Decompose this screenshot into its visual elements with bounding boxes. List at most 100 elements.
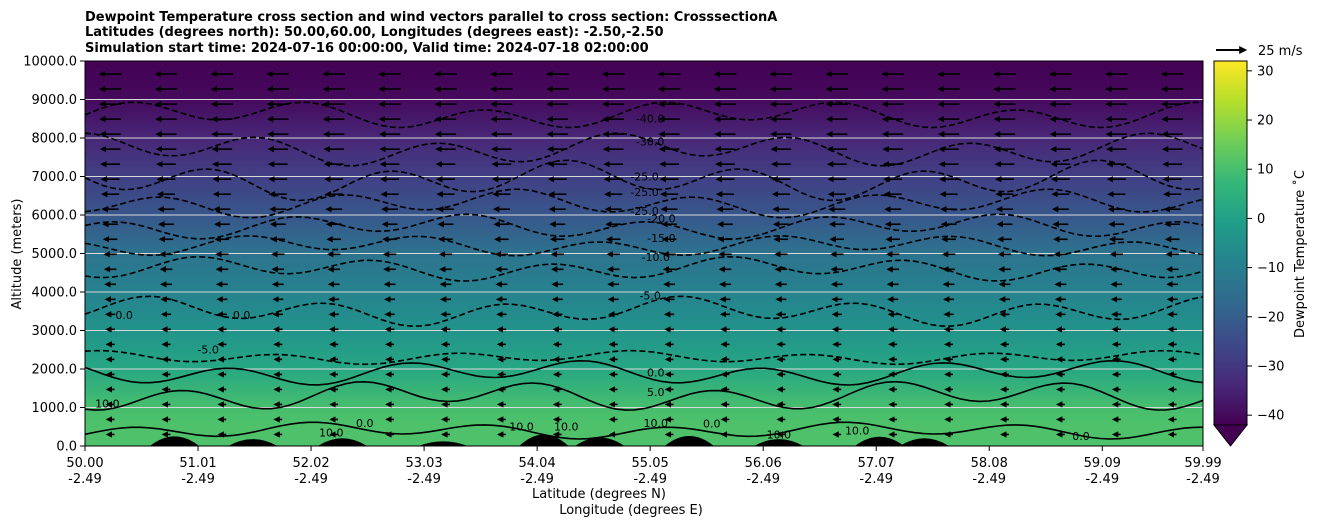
x-tick-label-longitude: -2.49: [294, 472, 328, 487]
x-tick-label-latitude: 57.07: [858, 456, 895, 471]
colorbar-label: Dewpoint Temperature ˚C: [1292, 170, 1308, 338]
gridlines: [85, 99, 1203, 408]
terrain-peak: [575, 437, 625, 446]
contour-line: [85, 132, 1203, 167]
y-tick-label: 0.0: [56, 440, 77, 455]
contour-lines: [85, 101, 1203, 440]
contour-label: 5.0: [647, 386, 665, 399]
terrain-peak: [854, 436, 905, 446]
terrain-peak: [228, 439, 278, 446]
contour-label: -40.0: [636, 113, 664, 126]
contour-label: -5.0: [639, 290, 660, 303]
contour-label: 10.0: [554, 421, 579, 434]
contour-line: [85, 255, 1203, 282]
x-tick-label-longitude: -2.49: [68, 472, 102, 487]
colorbar-ticks: −40 −30 −20 −10 0 10 20 30: [1247, 64, 1284, 424]
x-axis-label-longitude: Longitude (degrees E): [559, 503, 703, 518]
contour-label: 0.0: [703, 418, 721, 431]
chart-title-line-3: Simulation start time: 2024-07-16 00:00:…: [85, 41, 649, 56]
contour-line: [85, 213, 1203, 240]
contour-line: [85, 380, 1203, 411]
x-tick-label-latitude: 59.99: [1184, 456, 1221, 471]
contour-label: 10.0: [319, 426, 344, 439]
contour-label: -20.0: [647, 213, 675, 226]
contour-label: -25.0: [630, 170, 658, 183]
x-tick-label-longitude: -2.49: [633, 472, 667, 487]
contour-label: -5.0: [197, 344, 218, 357]
y-tick-label: 8000.0: [32, 132, 78, 147]
y-tick-label: 4000.0: [32, 286, 78, 301]
contour-line: [85, 159, 1203, 202]
contour-labels: -40.0-30.0-25.0-25.0-25.0-20.0-15.0-10.0…: [95, 113, 1090, 444]
y-tick-label: 10000.0: [23, 55, 77, 70]
wind-key-label: 25 m/s: [1258, 44, 1303, 59]
y-axis-label: Altitude (meters): [10, 199, 25, 310]
y-tick-label: 9000.0: [32, 93, 78, 108]
x-tick-label-longitude: -2.49: [972, 472, 1006, 487]
y-tick-label: 7000.0: [32, 170, 78, 185]
x-tick-label-longitude: -2.49: [407, 472, 441, 487]
colorbar-extend-min: [1212, 424, 1249, 447]
x-tick-label-latitude: 50.00: [66, 456, 103, 471]
terrain-peak: [754, 439, 804, 446]
x-tick-label-latitude: 59.09: [1084, 456, 1121, 471]
colorbar-body: [1213, 60, 1248, 426]
colorbar-tick-label: 30: [1257, 64, 1274, 79]
x-tick-label-longitude: -2.49: [859, 472, 893, 487]
contour-label: -25.0: [630, 186, 658, 199]
contour-label: -25.0: [630, 205, 658, 218]
y-tick-label: 5000.0: [32, 247, 78, 262]
colorbar-tick-label: 10: [1257, 163, 1274, 178]
colorbar-tick-label: 20: [1257, 114, 1274, 129]
x-tick-label-longitude: -2.49: [1085, 472, 1119, 487]
contour-label: 0.0: [647, 367, 665, 380]
x-tick-label-latitude: 54.04: [519, 456, 556, 471]
x-axis-ticks: 50.00-2.4951.01-2.4952.02-2.4953.03-2.49…: [66, 446, 1222, 487]
y-tick-label: 1000.0: [32, 401, 78, 416]
contour-line: [85, 421, 1203, 440]
contour-line: [85, 359, 1203, 386]
y-tick-label: 2000.0: [32, 363, 78, 378]
contour-label: 10.0: [845, 424, 870, 437]
contour-label: 10.0: [644, 417, 669, 430]
contour-label: -10.0: [642, 251, 670, 264]
x-tick-label-longitude: -2.49: [1186, 472, 1220, 487]
contour-label: -30.0: [636, 136, 664, 149]
colorbar-tick-label: −10: [1257, 261, 1284, 276]
y-tick-label: 3000.0: [32, 324, 78, 339]
terrain-peak: [418, 441, 468, 446]
contour-label: 0.0: [115, 309, 133, 322]
contour-label: 10.0: [767, 428, 792, 441]
x-tick-label-latitude: 51.01: [179, 456, 216, 471]
terrain-peak: [899, 438, 949, 446]
x-tick-label-latitude: 58.08: [971, 456, 1008, 471]
colorbar-tick-label: 0: [1257, 212, 1265, 227]
contour-line: [85, 101, 1203, 129]
terrain-peak: [317, 438, 368, 446]
colorbar-tick-label: −30: [1257, 359, 1284, 374]
y-axis-ticks: 0.0 1000.0 2000.0 3000.0 4000.0 5000.0 6000.0 7…: [23, 55, 85, 455]
contour-label: -15.0: [647, 232, 675, 245]
contour-label: 10.0: [95, 398, 120, 411]
x-tick-label-latitude: 56.06: [745, 456, 782, 471]
contour-line: [85, 295, 1203, 327]
contour-label: 10.0: [509, 421, 534, 434]
terrain-peak: [149, 436, 200, 446]
colorbar-tick-label: −40: [1257, 409, 1284, 424]
colorbar: −40 −30 −20 −10 0 10 20 30 Dewpoint Temperature…: [1212, 60, 1308, 447]
colorbar-tick-label: −20: [1257, 310, 1284, 325]
wind-vectors: [98, 70, 1184, 438]
y-tick-label: 6000.0: [32, 209, 78, 224]
contour-label: 0.0: [1072, 430, 1090, 443]
x-tick-label-longitude: -2.49: [746, 472, 780, 487]
contour-line: [85, 349, 1203, 366]
wind-key: 25 m/s: [1216, 44, 1303, 59]
contour-label: 0.0: [233, 309, 251, 322]
chart-title-line-1: Dewpoint Temperature cross section and w…: [85, 10, 777, 25]
x-tick-label-latitude: 52.02: [292, 456, 329, 471]
x-tick-label-latitude: 53.03: [405, 456, 442, 471]
terrain-peak: [664, 435, 714, 446]
x-tick-label-latitude: 55.05: [632, 456, 669, 471]
x-tick-label-longitude: -2.49: [520, 472, 554, 487]
